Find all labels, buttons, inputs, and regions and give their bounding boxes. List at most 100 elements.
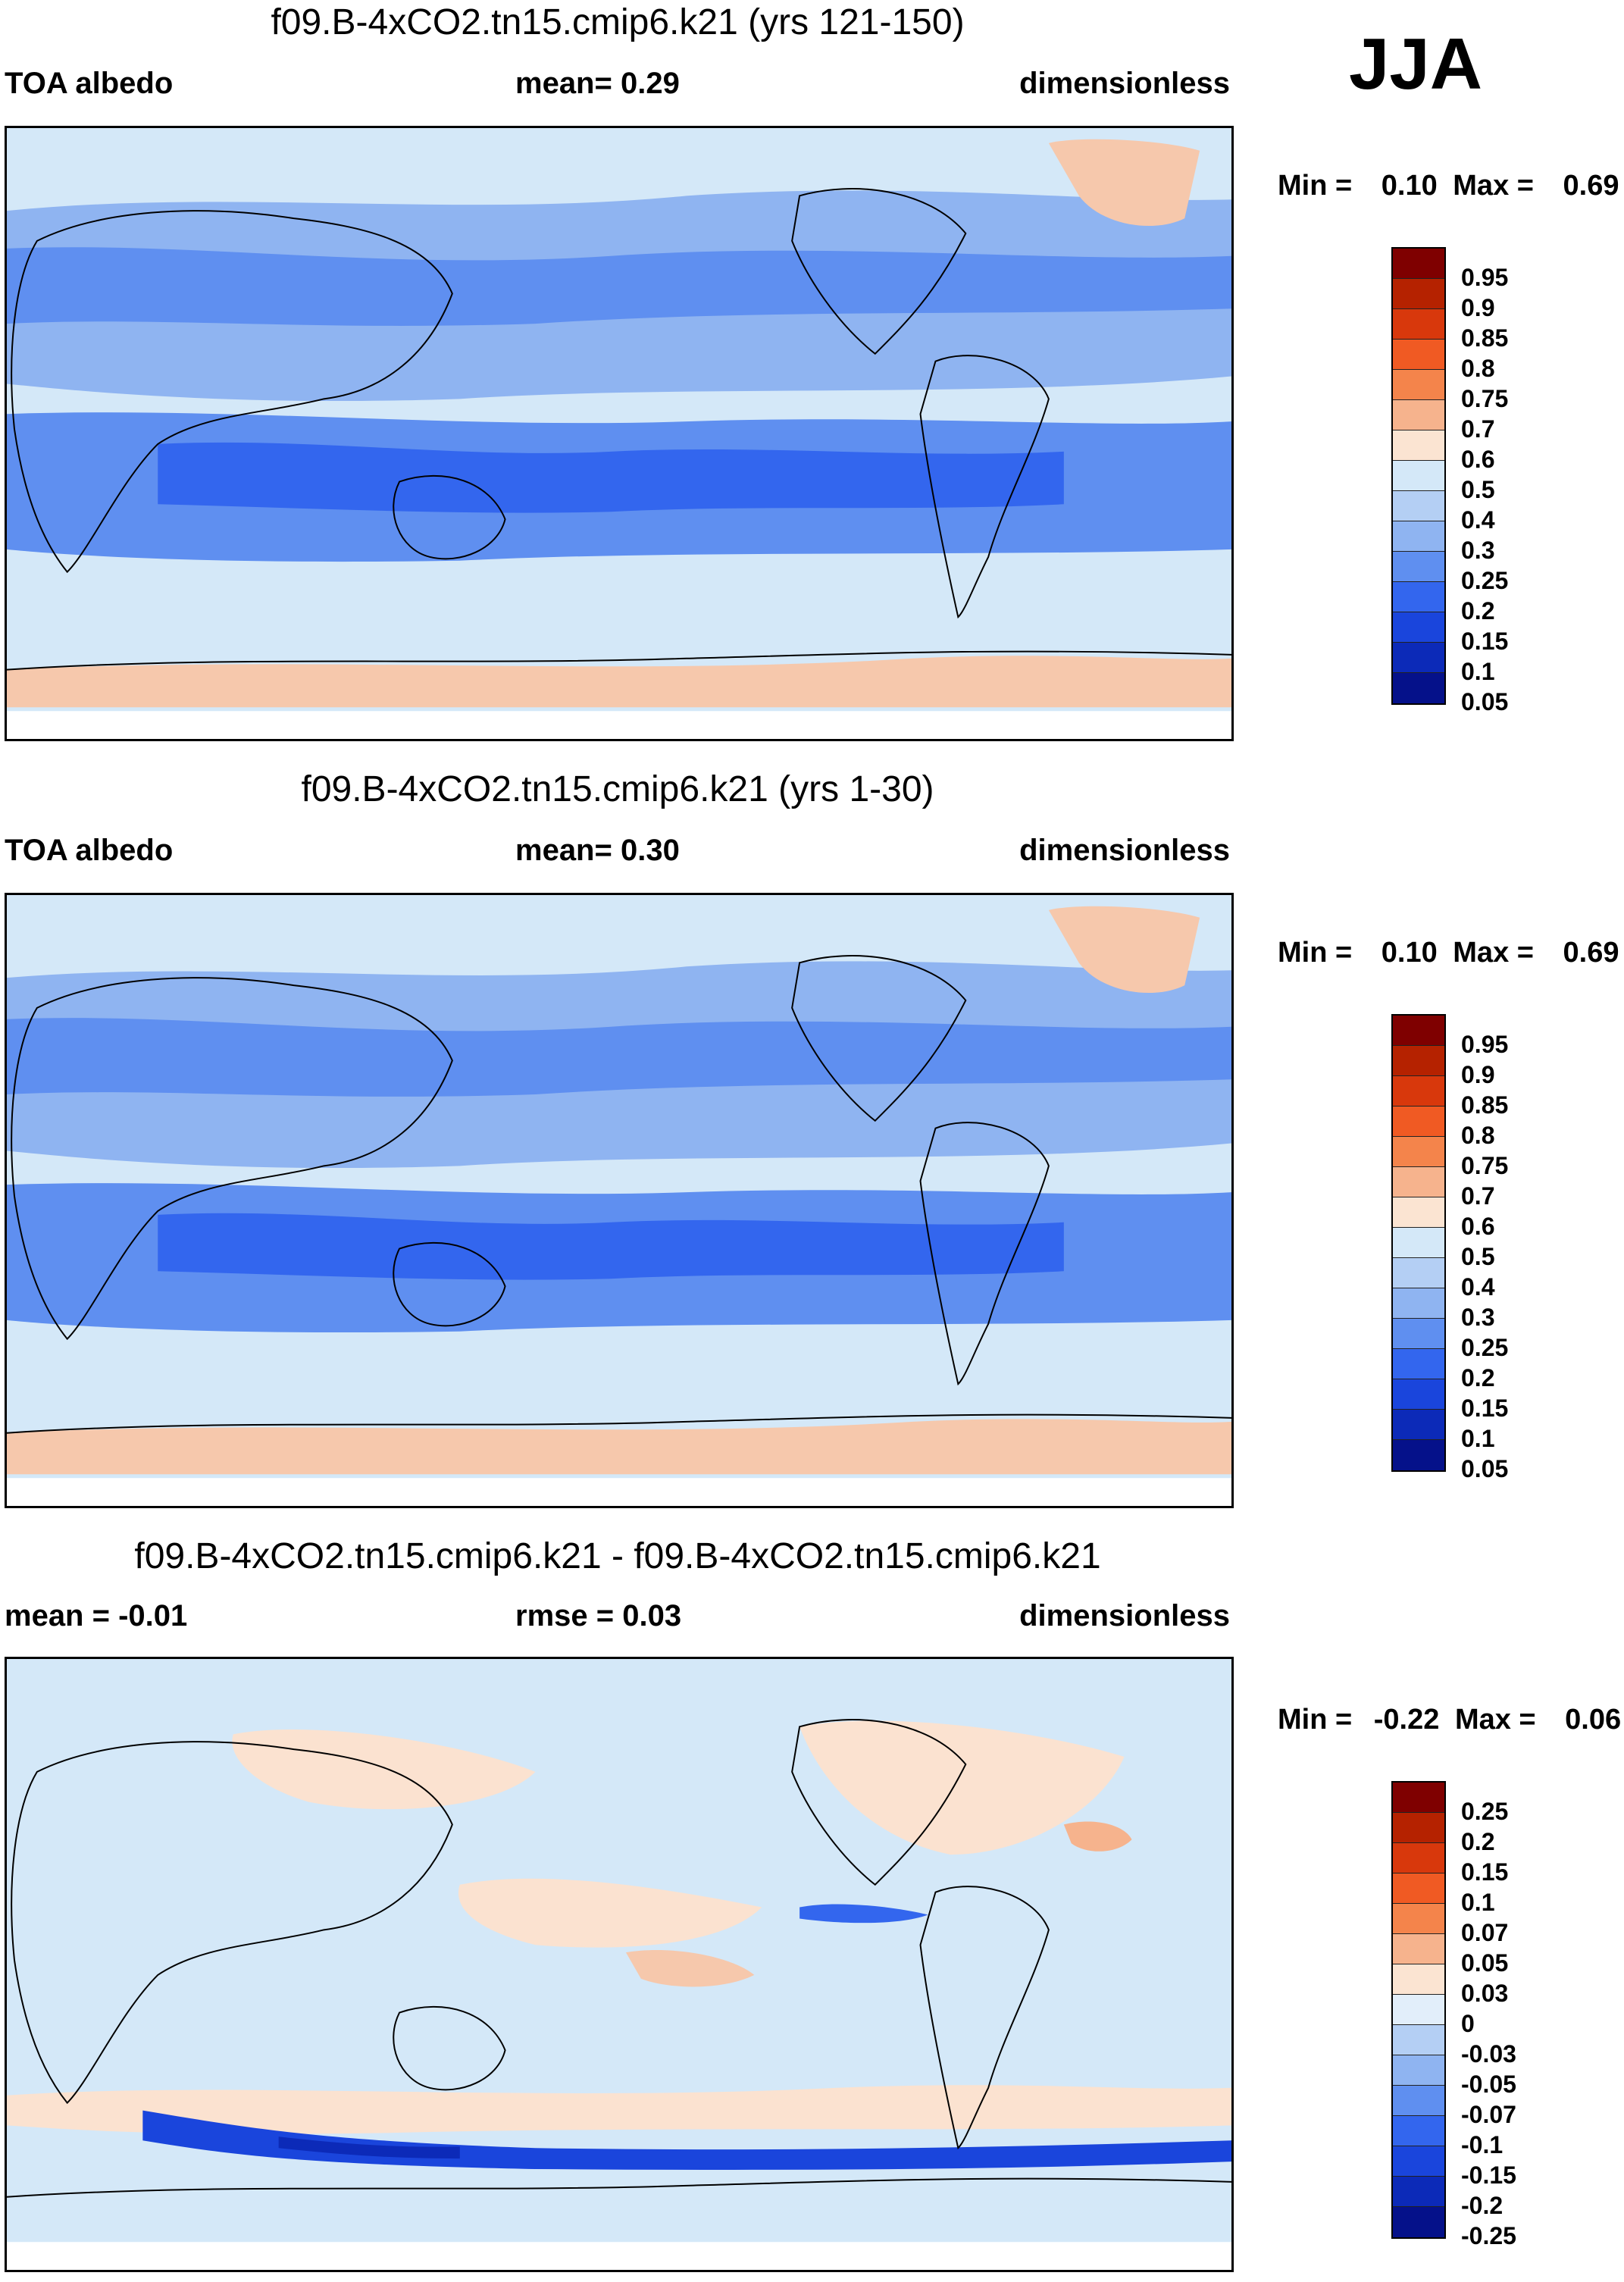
colorbar-swatch [1393,1076,1444,1107]
min-label: Min = [1278,937,1353,969]
season-label: JJA [1349,23,1483,105]
colorbar-tick-label: 0.85 [1461,1091,1509,1119]
colorbar-tick-label: 0.3 [1461,537,1495,564]
colorbar-swatch [1393,521,1444,552]
panel-title: f09.B-4xCO2.tn15.cmip6.k21 (yrs 1-30) [301,769,934,809]
colorbar-swatch [1393,612,1444,643]
colorbar-tick-label: 0.8 [1461,1122,1495,1149]
max-value: 0.69 [1563,937,1619,969]
colorbar-swatch [1393,643,1444,673]
colorbar-swatch [1393,673,1444,703]
albedo-map [7,128,1231,739]
colorbar-tick-label: 0.6 [1461,1213,1495,1240]
colorbar-swatch [1393,461,1444,491]
difference-map [7,1659,1231,2270]
colorbar-tick-label: 0.2 [1461,1828,1495,1855]
colorbar-swatch [1393,1964,1444,1995]
panel-title: f09.B-4xCO2.tn15.cmip6.k21 - f09.B-4xCO2… [134,1536,1101,1576]
colorbar-tick-label: -0.1 [1461,2131,1504,2158]
colorbar-tick-label: 0.2 [1461,597,1495,624]
colorbar-swatch [1393,1288,1444,1319]
units-label: dimensionless [1019,67,1230,100]
colorbar-swatch [1393,1379,1444,1410]
colorbar-swatch [1393,309,1444,340]
colorbar-swatch [1393,1440,1444,1470]
colorbar-tick-label: 0.9 [1461,1061,1495,1088]
map-plot [5,893,1234,1508]
colorbar-tick-label: 0.75 [1461,1152,1509,1179]
colorbar-tick-label: 0.25 [1461,1334,1509,1361]
mean-label: mean= 0.30 [515,834,680,867]
max-value: 0.69 [1563,170,1619,202]
colorbar-swatch [1393,2055,1444,2086]
colorbar-tick-label: 0.25 [1461,567,1509,594]
colorbar-tick-label: 0.07 [1461,1919,1509,1946]
colorbar-tick-label: 0.05 [1461,1455,1509,1482]
variable-label: TOA albedo [5,834,174,867]
colorbar-tick-label: -0.07 [1461,2101,1516,2128]
colorbar-swatch [1393,340,1444,370]
colorbar-tick-label: 0.2 [1461,1364,1495,1391]
colorbar-swatch [1393,1934,1444,1964]
panel-3: f09.B-4xCO2.tn15.cmip6.k21 - f09.B-4xCO2… [0,1516,1624,2281]
rmse-label: rmse = 0.03 [515,1599,682,1632]
colorbar-tick-label: 0.9 [1461,294,1495,321]
colorbar-swatch [1393,430,1444,461]
colorbar-swatch [1393,1167,1444,1197]
colorbar-swatch [1393,582,1444,612]
colorbar-tick-label: 0.95 [1461,264,1509,291]
colorbar-swatch [1393,1258,1444,1288]
panel-1: f09.B-4xCO2.tn15.cmip6.k21 (yrs 121-150)… [0,0,1624,765]
colorbar-tick-label: 0.15 [1461,628,1509,655]
colorbar-tick-label: 0.03 [1461,1980,1509,2007]
colorbar-tick-label: 0.5 [1461,1243,1495,1270]
colorbar-tick-label: 0.1 [1461,1889,1495,1916]
min-value: 0.10 [1381,937,1438,969]
min-label: Min = [1278,1704,1353,1736]
colorbar-tick-label: 0.15 [1461,1858,1509,1886]
colorbar-swatch [1393,1410,1444,1440]
albedo-map [7,895,1231,1506]
colorbar-tick-label: -0.25 [1461,2222,1516,2249]
colorbar-swatch [1393,2116,1444,2146]
colorbar-tick-label: 0.3 [1461,1304,1495,1331]
min-max-readout: Min = 0.10 Max = 0.69 [1278,937,1619,969]
mean-label: mean= 0.29 [515,67,680,100]
min-label: Min = [1278,170,1353,202]
max-value: 0.06 [1565,1704,1622,1736]
colorbar-tick-label: 0.4 [1461,1273,1495,1301]
colorbar-swatch [1393,1319,1444,1349]
colorbar-tick-label: 0.05 [1461,688,1509,715]
colorbar-swatch [1393,552,1444,582]
colorbar-swatch [1393,1016,1444,1046]
min-max-readout: Min = 0.10 Max = 0.69 [1278,170,1619,202]
colorbar-swatch [1393,400,1444,430]
colorbar-swatch [1393,1137,1444,1167]
colorbar-swatch [1393,1873,1444,1904]
max-label: Max = [1454,1704,1536,1736]
colorbar-tick-label: -0.05 [1461,2071,1516,2098]
colorbar-swatch [1393,279,1444,309]
colorbar-swatch [1393,1904,1444,1934]
colorbar-tick-label: -0.03 [1461,2040,1516,2068]
units-label: dimensionless [1019,834,1230,867]
units-label: dimensionless [1019,1599,1230,1632]
min-max-readout: Min = -0.22 Max = 0.06 [1278,1704,1621,1736]
map-plot [5,126,1234,741]
colorbar-tick-label: 0.15 [1461,1395,1509,1422]
colorbar-tick-label: 0.75 [1461,385,1509,412]
colorbar-tick-label: 0.85 [1461,324,1509,352]
min-value: 0.10 [1381,170,1438,202]
colorbar-swatch [1393,2025,1444,2055]
colorbar-swatch [1393,1046,1444,1076]
panel-title: f09.B-4xCO2.tn15.cmip6.k21 (yrs 121-150) [271,2,965,42]
map-plot [5,1657,1234,2272]
colorbar-tick-label: 0.7 [1461,1182,1495,1210]
colorbar-tick-label: 0.4 [1461,506,1495,534]
colorbar-swatch [1393,1783,1444,1813]
variable-label: TOA albedo [5,67,174,100]
colorbar-swatch [1393,2146,1444,2177]
mean-label: mean = -0.01 [5,1599,188,1632]
colorbar-swatch [1393,2207,1444,2237]
colorbar-swatch [1393,249,1444,279]
